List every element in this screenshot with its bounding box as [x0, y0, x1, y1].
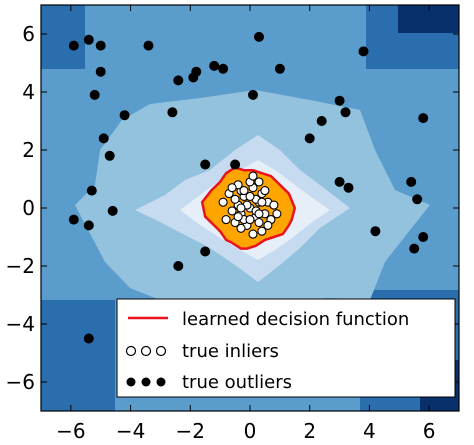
inlier-point — [263, 220, 273, 230]
outlier-point — [334, 176, 345, 187]
outlier-point — [218, 63, 229, 74]
inlier-point — [221, 215, 231, 225]
legend-inlier-marker-2 — [140, 345, 152, 357]
inlier-point — [260, 186, 270, 196]
outlier-point — [173, 261, 184, 271]
legend-outlier-marker-3 — [156, 377, 166, 387]
inlier-point — [227, 183, 237, 193]
inlier-point — [269, 200, 279, 210]
inlier-point — [248, 171, 258, 181]
inlier-point — [245, 191, 255, 201]
inlier-point — [233, 212, 243, 222]
inlier-point — [254, 209, 264, 219]
outlier-point — [68, 214, 79, 225]
inlier-point — [248, 229, 258, 239]
inlier-point — [236, 223, 246, 233]
outlier-point — [274, 63, 285, 74]
outlier-point — [89, 89, 100, 100]
y-tick-label: −4 — [6, 312, 35, 336]
x-tick-label: 0 — [244, 419, 257, 443]
outlier-point — [143, 40, 154, 51]
inlier-point — [239, 186, 249, 196]
outlier-point — [409, 243, 420, 254]
outlier-point — [406, 176, 417, 187]
legend-label-inliers: true inliers — [182, 341, 279, 362]
background-corner-bottom-left — [41, 300, 115, 411]
legend-outlier-marker-2 — [141, 377, 151, 387]
outlier-point — [98, 133, 109, 144]
legend-label-outliers: true outliers — [182, 372, 292, 393]
outlier-point — [254, 31, 264, 42]
legend-outlier-marker-1 — [126, 377, 136, 387]
outlier-point — [107, 205, 118, 216]
outlier-point — [358, 46, 369, 57]
outlier-point — [248, 89, 258, 100]
axis-ticks: −6 −4 −2 0 2 4 6 −6 −4 −2 0 2 4 6 — [6, 5, 459, 443]
inlier-point — [245, 215, 255, 225]
outlier-point — [370, 226, 381, 237]
background-corner-top-left — [41, 5, 85, 69]
outlier-point — [119, 110, 130, 121]
inlier-point — [230, 194, 240, 204]
outlier-point — [83, 34, 94, 45]
outlier-point — [209, 60, 220, 71]
y-tick-label: −6 — [6, 370, 35, 394]
outlier-point — [412, 194, 423, 205]
outlier-point — [86, 185, 97, 196]
outlier-point — [95, 40, 106, 51]
outlier-point — [95, 66, 106, 77]
inlier-point — [272, 209, 282, 219]
inlier-point — [254, 177, 264, 187]
x-tick-label: 6 — [423, 419, 436, 443]
background-corner-top-right-dark — [398, 5, 459, 33]
x-tick-label: 2 — [303, 419, 316, 443]
legend-inlier-marker-3 — [155, 345, 167, 357]
inlier-point — [227, 206, 237, 216]
x-tick-label: 4 — [363, 419, 376, 443]
inlier-point — [257, 197, 267, 207]
legend: learned decision function true inliers t… — [116, 298, 456, 398]
outlier-point — [200, 159, 211, 170]
outlier-point — [334, 95, 345, 106]
outlier-point — [191, 66, 202, 77]
legend-label-decision: learned decision function — [182, 309, 409, 330]
y-tick-label: 6 — [22, 22, 35, 46]
outlier-point — [200, 246, 211, 257]
inlier-point — [254, 217, 264, 228]
outlier-point — [68, 40, 79, 51]
outlier-point — [173, 75, 184, 86]
outlier-point — [418, 232, 429, 242]
inlier-point — [236, 203, 246, 213]
inlier-point — [218, 197, 228, 207]
inlier-point — [257, 226, 267, 236]
outlier-point — [418, 113, 429, 124]
outlier-point — [104, 150, 115, 161]
outlier-point — [340, 107, 351, 118]
legend-box — [116, 298, 456, 398]
y-tick-label: 2 — [22, 138, 35, 162]
outlier-point — [230, 159, 241, 170]
x-tick-label: −4 — [116, 419, 145, 443]
y-tick-label: 4 — [22, 80, 35, 104]
y-tick-label: 0 — [22, 196, 35, 220]
legend-inlier-marker-1 — [125, 345, 137, 357]
scatter-points — [68, 31, 429, 344]
outlier-point — [83, 220, 94, 231]
outlier-point — [304, 133, 315, 144]
outlier-point — [316, 116, 327, 126]
outlier-point — [343, 182, 354, 193]
y-tick-label: −2 — [6, 254, 35, 278]
outlier-point — [83, 333, 94, 344]
outlier-point — [167, 107, 178, 118]
x-tick-label: −2 — [176, 419, 205, 443]
x-tick-label: −6 — [56, 419, 85, 443]
